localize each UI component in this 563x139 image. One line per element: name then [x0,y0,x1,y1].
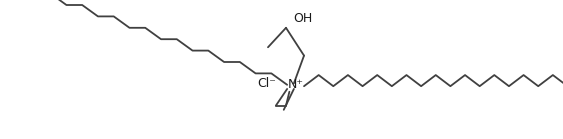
Text: Cl⁻: Cl⁻ [257,77,276,90]
Text: OH: OH [293,12,312,25]
Text: N⁺: N⁺ [288,78,303,91]
